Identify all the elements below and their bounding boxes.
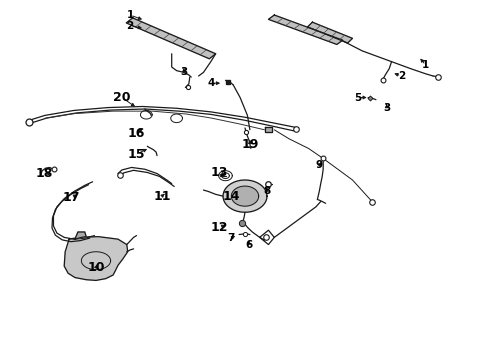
Text: 1: 1	[126, 10, 134, 20]
Text: 7: 7	[228, 233, 235, 243]
Text: 18: 18	[36, 167, 53, 180]
Polygon shape	[231, 186, 259, 206]
Polygon shape	[308, 22, 352, 43]
Polygon shape	[126, 18, 216, 59]
Polygon shape	[269, 15, 343, 44]
Text: 20: 20	[113, 91, 131, 104]
Text: 3: 3	[180, 67, 188, 77]
Text: 8: 8	[263, 186, 270, 196]
Text: 13: 13	[211, 166, 228, 179]
Text: 11: 11	[153, 190, 171, 203]
Text: 5: 5	[354, 93, 361, 103]
Polygon shape	[64, 237, 128, 280]
Text: 10: 10	[87, 261, 105, 274]
Text: 19: 19	[241, 138, 259, 150]
Text: 9: 9	[316, 160, 323, 170]
Text: 16: 16	[128, 127, 145, 140]
Text: 2: 2	[126, 21, 134, 31]
Polygon shape	[265, 127, 272, 132]
Text: 3: 3	[383, 103, 391, 113]
Polygon shape	[223, 180, 267, 212]
Text: 14: 14	[222, 190, 240, 203]
Text: 15: 15	[128, 148, 145, 161]
Polygon shape	[75, 232, 86, 239]
Text: 12: 12	[211, 221, 228, 234]
Text: 6: 6	[245, 240, 252, 250]
Text: 4: 4	[207, 78, 215, 88]
Text: 2: 2	[398, 71, 405, 81]
Text: 1: 1	[422, 60, 429, 70]
Text: 17: 17	[63, 191, 80, 204]
